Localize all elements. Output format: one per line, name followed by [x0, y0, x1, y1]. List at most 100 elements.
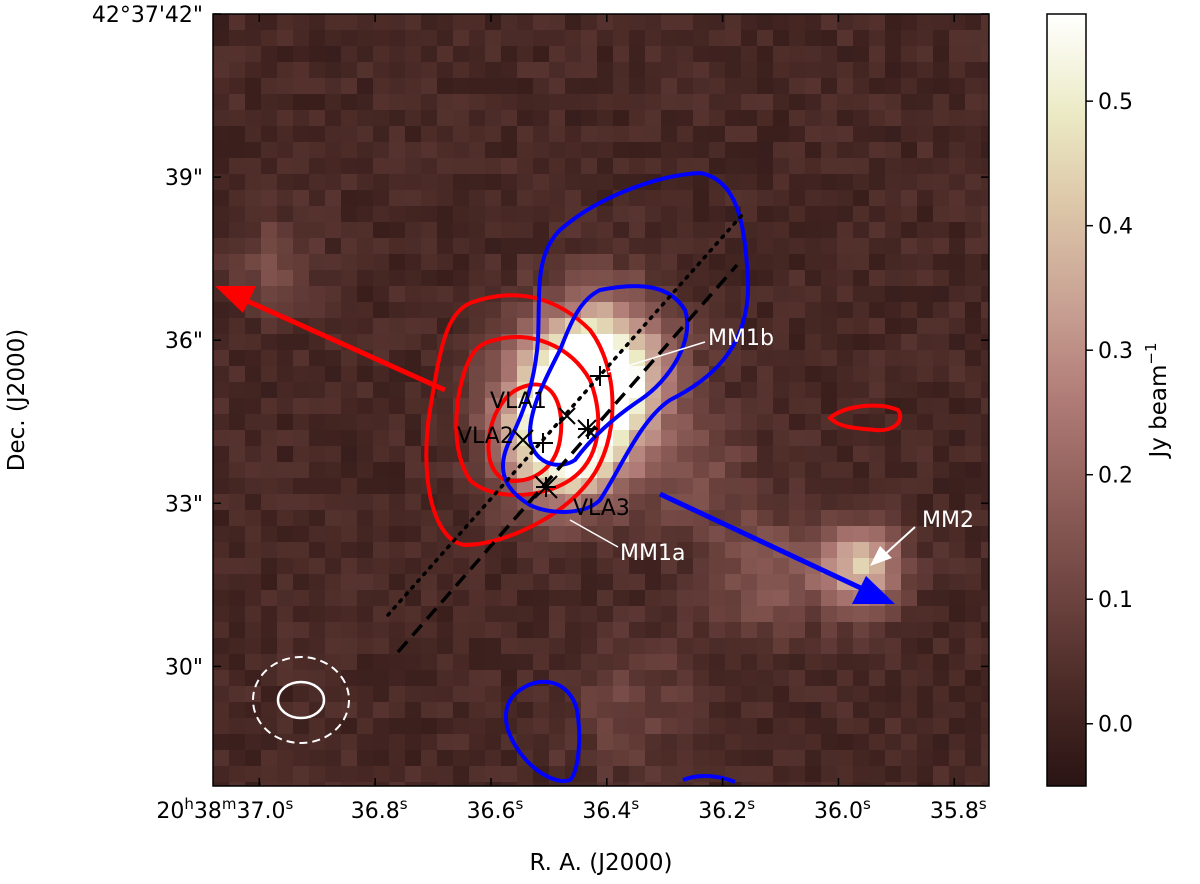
heatmap-cell: [533, 750, 550, 767]
heatmap-cell: [293, 78, 310, 95]
heatmap-cell: [293, 478, 310, 495]
heatmap-cell: [677, 366, 694, 383]
heatmap-cell: [693, 62, 710, 79]
heatmap-cell: [821, 638, 838, 655]
heatmap-cell: [933, 478, 950, 495]
heatmap-cell: [389, 30, 406, 47]
heatmap-cell: [549, 190, 566, 207]
heatmap-cell: [325, 654, 342, 671]
heatmap-cell: [277, 654, 294, 671]
heatmap-cell: [469, 14, 486, 31]
heatmap-cell: [277, 638, 294, 655]
heatmap-cell: [789, 110, 806, 127]
heatmap-cell: [389, 462, 406, 479]
heatmap-cell: [341, 510, 358, 527]
heatmap-cell: [837, 270, 854, 287]
heatmap-cell: [805, 366, 822, 383]
heatmap-cell: [917, 366, 934, 383]
heatmap-cell: [965, 78, 982, 95]
heatmap-cell: [949, 446, 966, 463]
heatmap-cell: [421, 46, 438, 63]
heatmap-cell: [933, 94, 950, 111]
heatmap-cell: [789, 62, 806, 79]
y-tick-label: 42°37'42": [92, 3, 203, 28]
heatmap-cell: [805, 334, 822, 351]
heatmap-cell: [469, 78, 486, 95]
colorbar-tick-label: 0.4: [1098, 215, 1133, 240]
heatmap-cell: [661, 526, 678, 543]
heatmap-cell: [437, 30, 454, 47]
heatmap-cell: [245, 782, 262, 786]
heatmap-cell: [949, 222, 966, 239]
heatmap-cell: [837, 606, 854, 623]
heatmap-cell: [597, 238, 614, 255]
heatmap-cell: [485, 606, 502, 623]
heatmap-cell: [661, 766, 678, 783]
heatmap-cell: [805, 382, 822, 399]
heatmap-cell: [789, 510, 806, 527]
heatmap-cell: [901, 782, 918, 786]
heatmap-cell: [677, 702, 694, 719]
blue-outflow-arrow: [658, 491, 895, 604]
heatmap-cell: [709, 558, 726, 575]
heatmap-cell: [869, 334, 886, 351]
heatmap-cell: [597, 782, 614, 786]
heatmap-cell: [725, 286, 742, 303]
heatmap-cell: [949, 718, 966, 735]
heatmap-cell: [805, 430, 822, 447]
heatmap-cell: [213, 606, 230, 623]
heatmap-cell: [341, 190, 358, 207]
heatmap-cell: [645, 686, 662, 703]
heatmap-cell: [437, 46, 454, 63]
heatmap-cell: [309, 62, 326, 79]
heatmap-cell: [533, 526, 550, 543]
heatmap-cell: [629, 350, 646, 367]
heatmap-cell: [549, 126, 566, 143]
heatmap-cell: [645, 158, 662, 175]
heatmap-cell: [325, 542, 342, 559]
heatmap-cell: [885, 446, 902, 463]
heatmap-cell: [693, 334, 710, 351]
heatmap-cell: [741, 478, 758, 495]
heatmap-cell: [565, 286, 582, 303]
heatmap-cell: [517, 206, 534, 223]
heatmap-cell: [773, 430, 790, 447]
heatmap-cell: [965, 30, 982, 47]
heatmap-cell: [245, 622, 262, 639]
x-tick-label: 36.6s: [467, 795, 524, 824]
heatmap-cell: [901, 702, 918, 719]
heatmap-cell: [501, 238, 518, 255]
heatmap-cell: [645, 750, 662, 767]
heatmap-cell: [389, 750, 406, 767]
heatmap-cell: [821, 350, 838, 367]
heatmap-cell: [709, 334, 726, 351]
heatmap-cell: [741, 686, 758, 703]
heatmap-cell: [901, 206, 918, 223]
heatmap-cell: [517, 46, 534, 63]
heatmap-cell: [341, 382, 358, 399]
heatmap-cell: [501, 254, 518, 271]
plot-frame: [212, 13, 990, 787]
heatmap-cell: [901, 126, 918, 143]
heatmap-cell: [405, 670, 422, 687]
heatmap-cell: [773, 654, 790, 671]
heatmap-cell: [373, 110, 390, 127]
heatmap-cell: [981, 702, 989, 719]
heatmap-cell: [773, 110, 790, 127]
heatmap-cell: [741, 734, 758, 751]
heatmap-cell: [965, 526, 982, 543]
heatmap-cell: [501, 494, 518, 511]
heatmap-cell: [821, 270, 838, 287]
heatmap-cell: [757, 270, 774, 287]
heatmap-cell: [325, 302, 342, 319]
heatmap-cell: [661, 110, 678, 127]
heatmap-cell: [581, 14, 598, 31]
heatmap-cell: [501, 654, 518, 671]
heatmap-cell: [917, 622, 934, 639]
heatmap-cell: [581, 158, 598, 175]
heatmap-cell: [213, 158, 230, 175]
heatmap-cell: [245, 126, 262, 143]
heatmap-cell: [533, 302, 550, 319]
heatmap-cell: [821, 542, 838, 559]
heatmap-cell: [533, 414, 550, 431]
